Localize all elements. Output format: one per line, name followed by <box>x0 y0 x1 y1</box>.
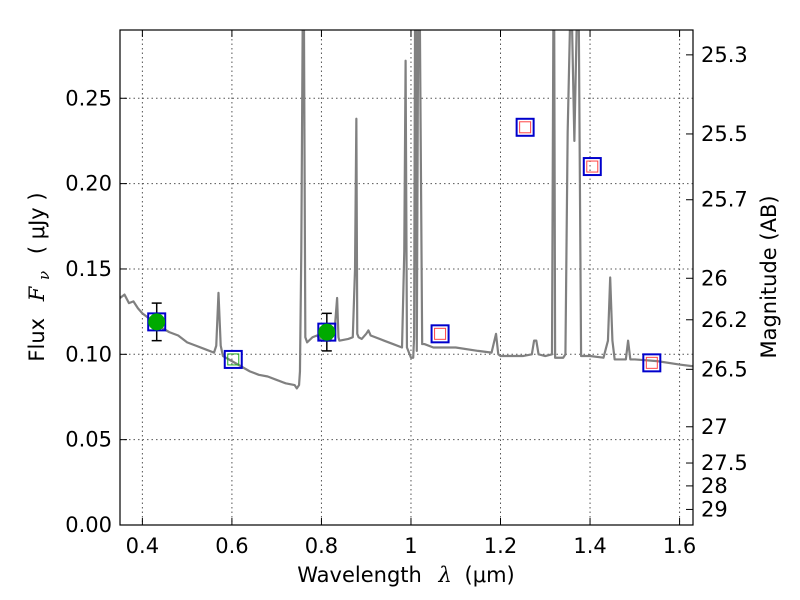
x-tick-label: 1.6 <box>663 534 696 558</box>
right-tick-label: 26.5 <box>701 357 748 381</box>
model-sed-line <box>120 30 693 390</box>
photometry-inner-square <box>434 327 447 340</box>
plot-frame <box>119 29 694 526</box>
right-tick-label: 28 <box>701 474 728 498</box>
model-sed-layer <box>120 30 693 390</box>
right-axis-label: Magnitude (AB) <box>757 195 781 358</box>
y-tick-label: 0.20 <box>65 172 112 196</box>
x-tick-label: 1.4 <box>573 534 606 558</box>
x-tick-label: 1.2 <box>484 534 517 558</box>
x-axis-label-text: Wavelength <box>297 563 422 587</box>
right-tick-label: 27.5 <box>701 451 748 475</box>
y-axis-label-symbol: F <box>25 285 49 302</box>
x-tick-label: 0.6 <box>215 534 248 558</box>
x-tick-label: 0.8 <box>305 534 338 558</box>
photometry-square-marker <box>515 117 535 137</box>
right-tick-label: 25.5 <box>701 122 748 146</box>
y-axis-label: Flux F ν ( μJy ) <box>25 192 54 361</box>
right-tick-label: 29 <box>701 497 728 521</box>
right-tick-label: 26 <box>701 266 728 290</box>
y-tick-label: 0.00 <box>65 513 112 537</box>
x-tick-label: 1 <box>404 534 417 558</box>
axis-ticks: 0.4 0.6 0.8 1 1.2 1.4 1.6 0.00 0.05 0.10 0.15 0.20 0… <box>65 30 748 558</box>
y-axis-label-unit: ( μJy ) <box>25 192 49 254</box>
y-axis-label-subscript: ν <box>35 271 53 280</box>
y-tick-label: 0.05 <box>65 428 112 452</box>
y-axis-label-text: Flux <box>25 318 49 362</box>
photometry-circle-marker <box>148 313 166 331</box>
x-axis-label: Wavelength λ (μm) <box>297 563 514 587</box>
photometry-inner-square <box>586 160 599 173</box>
photometry-square-marker <box>223 349 243 369</box>
right-tick-label: 26.2 <box>701 308 748 332</box>
x-tick-label: 0.4 <box>126 534 159 558</box>
photometry-circle-marker <box>318 323 336 341</box>
photometry-inner-square <box>227 353 240 366</box>
photometry-points-layer <box>147 117 662 373</box>
right-tick-label: 25.3 <box>701 43 748 67</box>
photometry-square-marker <box>642 353 662 373</box>
photometry-square-marker <box>582 157 602 177</box>
x-axis-label-unit: (μm) <box>465 563 515 587</box>
right-tick-label: 27 <box>701 415 728 439</box>
axis-labels: Wavelength λ (μm) Flux F ν ( μJy ) Magni… <box>25 192 781 587</box>
y-tick-label: 0.10 <box>65 342 112 366</box>
photometry-inner-square <box>645 356 658 369</box>
photometry-square-marker <box>430 324 450 344</box>
right-tick-label: 25.7 <box>701 188 748 212</box>
x-axis-label-symbol: λ <box>438 563 452 587</box>
y-tick-label: 0.15 <box>65 257 112 281</box>
y-tick-label: 0.25 <box>65 86 112 110</box>
photometry-inner-square <box>519 121 532 134</box>
